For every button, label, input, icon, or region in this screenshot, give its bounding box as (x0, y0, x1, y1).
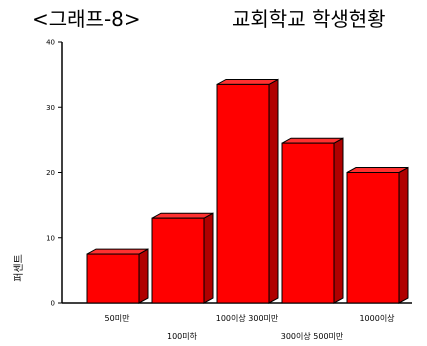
bar-front (86, 253, 140, 304)
bar-top (281, 137, 344, 144)
bar-top (216, 78, 279, 85)
category-label: 100이상 300미만 (216, 313, 279, 323)
bar-top (151, 212, 214, 219)
bar-side (268, 78, 279, 304)
chart-title-left: <그래프-8> (32, 7, 141, 31)
y-tick-label: 40 (46, 39, 55, 47)
y-ticks: 0 10 20 30 40 (46, 39, 62, 308)
chart-title-right: 교회학교 학생현황 (232, 7, 386, 31)
bar-2 (151, 212, 214, 304)
bar-front (216, 83, 270, 304)
bar-side (398, 166, 409, 304)
bars (86, 78, 409, 304)
bar-3 (216, 78, 279, 304)
category-label: 300이상 500미만 (281, 331, 344, 341)
bar-5 (346, 166, 409, 304)
bar-1 (86, 248, 149, 304)
bar-4 (281, 137, 344, 304)
y-tick-label: 0 (51, 300, 55, 308)
y-tick-label: 30 (46, 104, 55, 112)
bar-top (86, 248, 149, 255)
bar-side (138, 248, 149, 304)
y-axis-label: 퍼센트 (13, 254, 25, 282)
y-tick-label: 10 (46, 234, 55, 242)
category-label: 100미하 (167, 331, 198, 341)
category-label: 50미만 (105, 314, 131, 323)
category-label: 1000이상 (359, 313, 395, 323)
bar-front (151, 217, 205, 304)
bar-front (346, 172, 400, 304)
bar-front (281, 142, 335, 304)
bar-side (203, 212, 214, 304)
bar-top (346, 167, 409, 173)
bar-side (333, 137, 344, 304)
y-tick-label: 20 (46, 169, 55, 177)
